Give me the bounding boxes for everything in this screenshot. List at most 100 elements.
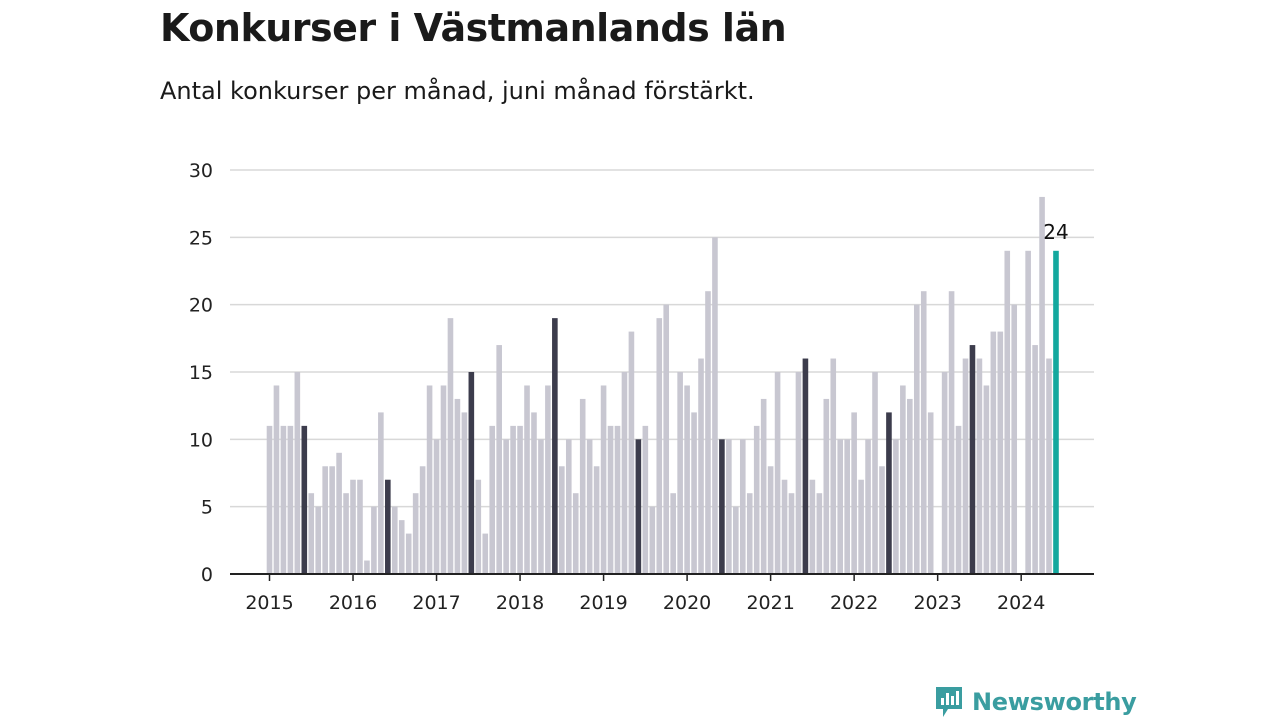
x-tick-label: 2018 [496,592,544,614]
bar [767,466,774,574]
bar [607,425,614,574]
bar [572,493,579,574]
bar [907,398,913,574]
x-tick-label: 2016 [329,592,377,614]
bar [280,425,287,574]
bar [593,466,600,574]
bar [969,345,976,574]
y-tick-label: 25 [189,227,213,249]
bar [350,479,356,574]
bar [733,506,739,574]
y-tick-label: 10 [189,429,213,451]
bar [858,479,864,574]
bar [1053,250,1059,575]
data-labels: 24 [1043,220,1068,244]
bar [816,493,823,574]
bar [795,372,802,574]
bar [802,358,809,574]
bar [997,331,1004,574]
bar [440,385,447,574]
bar [753,425,760,574]
bar [364,560,370,574]
bar [482,533,489,574]
bar [844,439,850,574]
bar [691,412,697,574]
x-tick-label: 2022 [830,592,878,614]
bar [955,425,962,574]
bar [433,439,440,574]
bar [698,358,704,574]
chart-title: Konkurser i Västmanlands län [160,6,787,50]
x-tick-label: 2021 [746,592,794,614]
latest-value-label: 24 [1043,220,1068,244]
bar [496,345,502,574]
newsworthy-logo[interactable]: Newsworthy [934,684,1137,720]
chart-subtitle: Antal konkurser per månad, juni månad fö… [160,77,755,105]
bar [301,425,308,574]
bar [927,412,934,574]
bar [329,466,335,574]
bar [517,425,523,574]
bar [990,331,997,574]
y-tick-label: 0 [201,564,213,586]
bar [621,372,628,574]
y-tick-label: 30 [189,160,213,182]
bar [461,412,468,574]
y-axis-ticks: 0 5 10 15 20 25 30 [189,160,213,586]
x-axis: 2015 2016 2017 2018 2019 2020 2021 2022 2023 2024 [230,573,1094,614]
bar [962,358,969,574]
bar [893,439,899,574]
bar [719,439,725,574]
brand-name: Newsworthy [972,688,1137,716]
bar [677,372,683,574]
bar [781,479,788,574]
x-tick-label: 2015 [245,592,293,614]
bar [830,358,837,574]
bar [809,479,816,574]
bar [872,372,878,574]
y-tick-label: 20 [189,295,213,317]
bar [879,466,885,574]
bar [559,466,565,574]
bar [635,439,642,574]
bar [920,291,927,574]
bar [531,412,537,574]
bar [510,425,516,574]
bar [412,493,419,574]
bar [913,304,920,574]
x-tick-label: 2017 [412,592,460,614]
bar [837,439,844,574]
bar [579,398,586,574]
bar [565,439,572,574]
bar [426,385,433,574]
bar [552,318,558,574]
bar [447,318,454,574]
bar [385,479,391,574]
bar [503,439,509,574]
bar [287,425,294,574]
bar [642,425,649,574]
bar [398,520,405,574]
bar [712,237,718,574]
bar [649,506,656,574]
bar [475,479,482,574]
bar [308,493,315,574]
bar [538,439,544,574]
bar [900,385,906,574]
bars [266,196,1059,575]
bar [315,506,322,574]
bar [1039,196,1045,574]
x-tick-label: 2019 [579,592,627,614]
bar [886,412,892,574]
bar [705,291,711,574]
x-tick-label: 2023 [913,592,961,614]
bar [371,506,377,574]
bar [322,466,328,574]
bar [760,398,767,574]
bar [670,493,676,574]
bar [1004,250,1011,575]
bar [545,385,551,574]
bar [726,439,732,574]
bar [454,398,461,574]
bar [684,385,690,574]
